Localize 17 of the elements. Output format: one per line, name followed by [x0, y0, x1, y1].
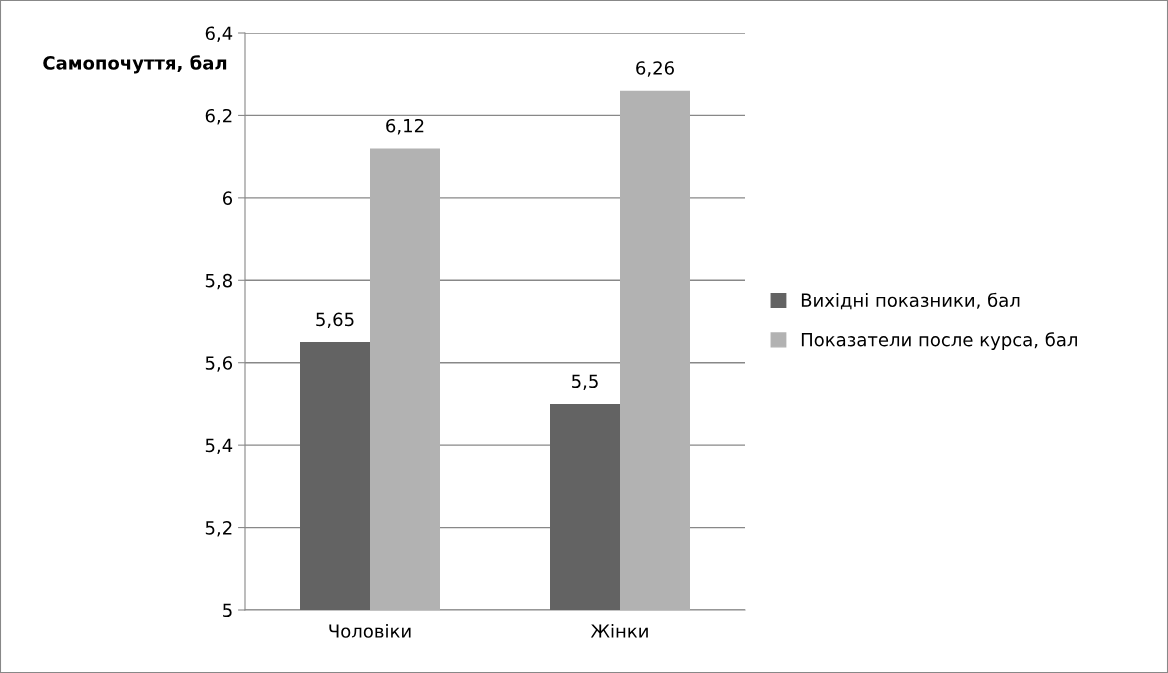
y-tick-label: 6	[222, 191, 233, 205]
y-tick-label: 6,2	[205, 108, 232, 125]
x-tick-label: Жінки	[590, 623, 648, 638]
y-tick-label: 5	[223, 603, 232, 618]
y-tick-label: 5,8	[205, 273, 232, 290]
x-tick-label: Чоловіки	[329, 623, 411, 638]
data-label: 5,65	[316, 312, 354, 329]
data-label: 6,26	[636, 61, 674, 77]
legend-label: Вихідні показники, бал	[801, 292, 1020, 310]
y-tick-label: 5,2	[205, 521, 232, 537]
y-tick-label: 6,4	[205, 26, 233, 42]
y-tick-label: 5,6	[205, 356, 233, 372]
y-axis-title: Самопочуття, бал	[43, 55, 227, 74]
data-label: 5,5	[572, 374, 598, 390]
legend-label: Показатели после курса, бал	[801, 332, 1077, 350]
y-tick-label: 5,4	[205, 438, 233, 455]
data-label: 6,12	[386, 118, 424, 135]
